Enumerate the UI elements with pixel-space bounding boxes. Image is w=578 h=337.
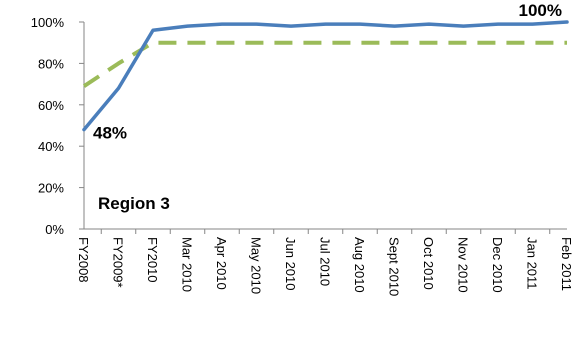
region-annotation: Region 3 [98, 194, 170, 213]
x-tick-label: FY2010 [145, 237, 160, 283]
axes [83, 22, 567, 230]
x-tick-label: Jan 2011 [525, 237, 540, 290]
x-tick-label: Jul 2010 [318, 237, 333, 286]
y-tick-label: 60% [38, 98, 64, 113]
x-axis-ticks: FY2008 FY2009* FY2010 Mar 2010 Apr 2010 May 2… [76, 229, 574, 296]
x-tick-label: May 2010 [249, 237, 264, 294]
x-tick-label: Aug 2010 [352, 237, 367, 293]
data-label-end: 100% [519, 1, 562, 20]
x-tick-label: Sept 2010 [387, 237, 402, 296]
data-label-start: 48% [93, 124, 127, 143]
x-tick-label: Apr 2010 [214, 237, 229, 290]
x-tick-label: FY2009* [111, 237, 126, 288]
y-tick-label: 100% [31, 15, 65, 30]
y-tick-label: 0% [45, 222, 64, 237]
x-tick-label: Dec 2010 [490, 237, 505, 293]
y-tick-label: 40% [38, 139, 64, 154]
series-layer [82, 20, 569, 132]
data-labels: 48% 100% [93, 1, 562, 143]
y-axis-ticks: 0% 20% 40% 60% 80% 100% [31, 15, 84, 237]
x-tick-label: Jun 2010 [283, 237, 298, 291]
x-tick-label: Oct 2010 [421, 237, 436, 290]
x-tick-label: FY2008 [76, 237, 91, 283]
x-tick-label: Nov 2010 [456, 237, 471, 293]
target-series-line [82, 40, 567, 88]
x-tick-label: Mar 2010 [180, 237, 195, 292]
actual-series-line [82, 20, 569, 132]
x-tick-label: Feb 2011 [559, 237, 574, 291]
y-tick-label: 20% [38, 181, 64, 196]
y-tick-label: 80% [38, 56, 64, 71]
